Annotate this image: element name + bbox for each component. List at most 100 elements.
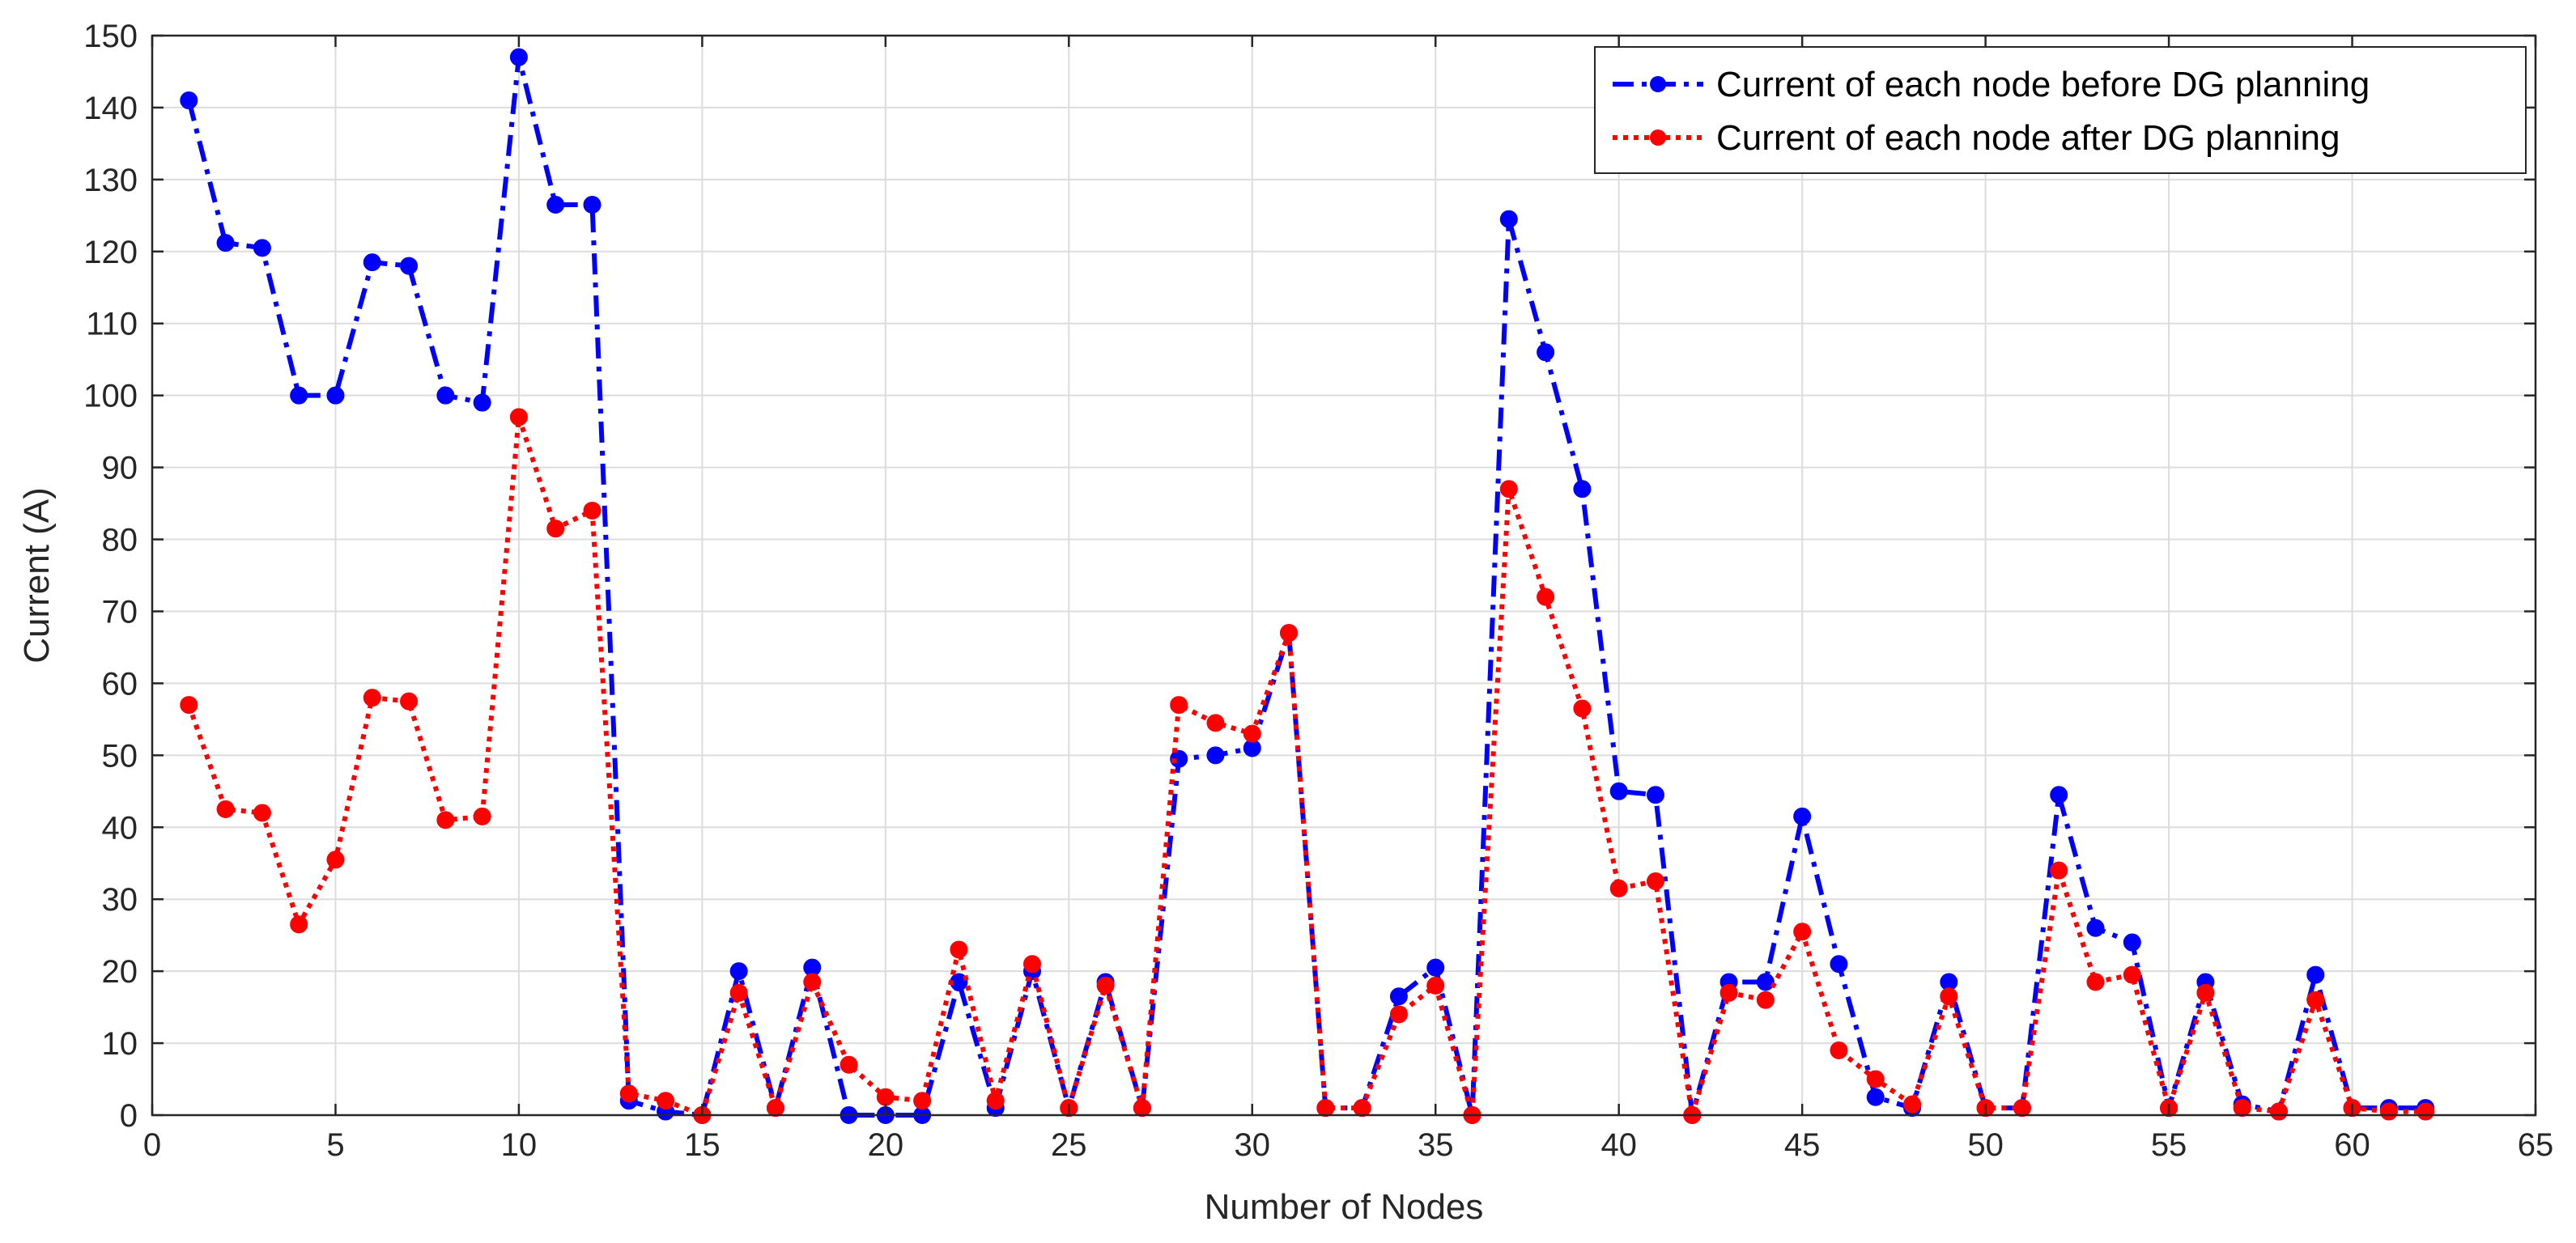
data-point: [840, 1055, 858, 1074]
x-tick-label: 40: [1600, 1127, 1637, 1163]
data-point: [2306, 991, 2325, 1009]
legend-marker: [1650, 129, 1666, 146]
x-axis-label: Number of Nodes: [1205, 1187, 1484, 1227]
data-point: [546, 520, 565, 538]
x-tick-label: 10: [501, 1127, 538, 1163]
data-point: [1499, 210, 1518, 228]
legend-label: Current of each node before DG planning: [1716, 65, 2370, 104]
x-tick-label: 5: [326, 1127, 344, 1163]
grid: [151, 35, 2536, 1116]
x-tick-label: 55: [2151, 1127, 2187, 1163]
data-point: [1573, 480, 1592, 498]
data-point: [2123, 965, 2141, 984]
data-point: [1389, 1005, 1408, 1024]
x-tick-label: 20: [868, 1127, 904, 1163]
x-tick-label: 35: [1418, 1127, 1454, 1163]
data-point: [583, 501, 601, 520]
data-point: [290, 915, 308, 934]
data-point: [2306, 965, 2325, 984]
y-tick-label: 40: [102, 810, 138, 846]
data-point: [1316, 1099, 1335, 1118]
series-2: [180, 408, 2435, 1124]
data-point: [1756, 991, 1775, 1009]
data-point: [2013, 1099, 2031, 1118]
data-point: [803, 973, 822, 991]
data-point: [1903, 1095, 1922, 1114]
x-tick-label: 30: [1235, 1127, 1271, 1163]
data-point: [2123, 933, 2141, 952]
data-point: [546, 195, 565, 214]
y-tick-label: 90: [102, 451, 138, 486]
y-tick-label: 110: [86, 307, 138, 342]
x-tick-label: 65: [2518, 1127, 2554, 1163]
x-tick-label: 0: [143, 1127, 161, 1163]
data-point: [1499, 480, 1518, 498]
data-point: [2086, 918, 2105, 937]
x-tick-label: 15: [684, 1127, 721, 1163]
data-point: [729, 983, 748, 1002]
data-point: [1280, 624, 1299, 643]
data-point: [913, 1092, 932, 1110]
y-tick-label: 150: [83, 19, 138, 54]
data-point: [876, 1088, 895, 1106]
data-point: [1793, 807, 1812, 825]
data-point: [1353, 1099, 1371, 1118]
data-point: [180, 696, 198, 715]
y-tick-label: 140: [83, 91, 138, 126]
data-point: [1609, 879, 1628, 897]
data-point: [1096, 976, 1115, 995]
data-point: [473, 807, 491, 825]
data-point: [436, 811, 455, 829]
data-point: [1756, 973, 1775, 991]
y-axis-label: Current (A): [17, 487, 57, 664]
data-point: [290, 386, 308, 405]
y-tick-label: 130: [83, 163, 138, 198]
data-point: [986, 1092, 1005, 1110]
data-point: [657, 1092, 675, 1110]
data-point: [2050, 786, 2068, 804]
legend-entry: Current of each node before DG planning: [1613, 65, 2370, 104]
data-point: [473, 393, 491, 412]
y-tick-label: 20: [102, 954, 138, 990]
data-point: [253, 804, 271, 822]
data-point: [509, 408, 528, 426]
data-point: [1206, 746, 1225, 765]
y-tick-label: 50: [102, 738, 138, 774]
axes: [151, 34, 2537, 1117]
data-point: [1133, 1099, 1151, 1118]
x-tick-label: 25: [1051, 1127, 1087, 1163]
y-tick-label: 0: [120, 1098, 138, 1134]
data-point: [363, 253, 381, 272]
data-point: [1830, 1041, 1848, 1059]
data-point: [2086, 973, 2105, 991]
data-point: [1609, 782, 1628, 800]
data-point: [1537, 588, 1555, 606]
y-tick-label: 70: [102, 594, 138, 630]
data-point: [1206, 714, 1225, 732]
data-point: [1023, 955, 1042, 974]
data-point: [1426, 958, 1445, 977]
data-point: [1426, 976, 1445, 995]
data-point: [2233, 1099, 2251, 1118]
data-point: [1170, 696, 1188, 715]
data-point: [1830, 955, 1848, 974]
y-tick-label: 10: [102, 1026, 138, 1062]
data-point: [216, 800, 235, 819]
data-point: [2379, 1102, 2398, 1121]
legend-label: Current of each node after DG planning: [1716, 118, 2340, 158]
data-point: [729, 962, 748, 981]
data-point: [1389, 987, 1408, 1006]
data-point: [1793, 923, 1812, 941]
series-line: [186, 54, 2426, 1118]
data-point: [1243, 724, 1261, 743]
legend-marker: [1650, 76, 1666, 92]
data-point: [180, 91, 198, 110]
y-tick-label: 30: [102, 882, 138, 918]
data-point: [766, 1099, 784, 1118]
series-line: [186, 414, 2426, 1118]
tick-labels: 0 5 10 15 20 25 30 35 40 45 50 55 60 65 0 10 20 30 40 50 60 7…: [83, 19, 2553, 1163]
plot-frame: [151, 34, 2537, 1117]
data-point: [2417, 1102, 2435, 1121]
data-point: [363, 689, 381, 707]
